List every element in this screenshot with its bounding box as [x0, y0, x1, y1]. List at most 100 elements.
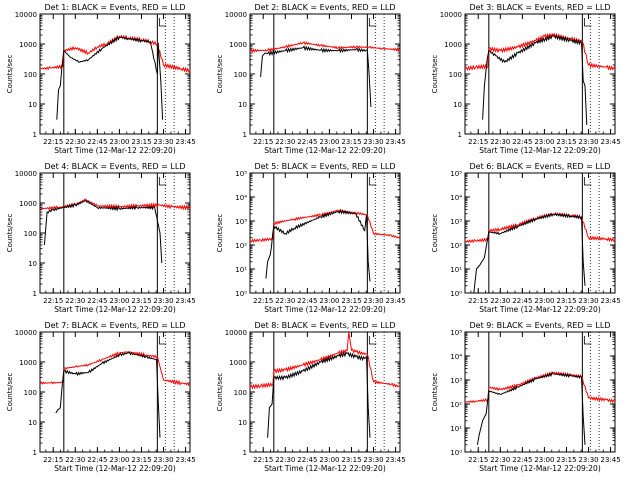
panel-title: Det 2: BLACK = Events, RED = LLD: [255, 3, 396, 12]
corner-bracket: [158, 336, 167, 345]
x-axis-label: Start Time (12-Mar-12 22:09:20): [264, 305, 386, 314]
detector-panel-6: Det 6: BLACK = Events, RED = LLD 10⁰ 10¹ 10…: [431, 162, 621, 314]
x-tick-label: 22:45: [512, 456, 532, 464]
y-tick-label: 1: [33, 131, 37, 139]
corner-bracket: [368, 177, 377, 186]
x-tick-label: 22:30: [65, 138, 85, 146]
detector-panel-8: Det 8: BLACK = Events, RED = LLD 1 10 100 10…: [216, 321, 406, 473]
x-tick-label: 23:15: [556, 138, 576, 146]
y-tick-label: 10²: [450, 401, 462, 409]
x-tick-label: 23:45: [600, 297, 620, 305]
y-tick-label: 10: [28, 260, 37, 268]
y-tick-label: 10⁵: [450, 329, 462, 337]
x-tick-label: 23:15: [341, 138, 361, 146]
y-tick-label: 10³: [235, 218, 247, 226]
plot-frame: [39, 13, 191, 135]
panel-title: Det 7: BLACK = Events, RED = LLD: [45, 321, 186, 330]
plot-frame: [464, 13, 616, 135]
y-tick-label: 100: [234, 389, 247, 397]
y-tick-label: 10000: [225, 329, 247, 337]
y-tick-label: 1000: [19, 359, 37, 367]
x-axis-label: Start Time (12-Mar-12 22:09:20): [479, 464, 601, 473]
x-tick-label: 23:00: [534, 297, 554, 305]
x-tick-label: 22:45: [87, 456, 107, 464]
x-tick-label: 23:00: [109, 297, 129, 305]
y-tick-label: 100: [24, 230, 37, 238]
events-series-line: [267, 351, 371, 438]
x-tick-label: 23:45: [175, 456, 195, 464]
x-tick-label: 23:30: [363, 456, 383, 464]
x-tick-label: 23:00: [319, 297, 339, 305]
plot-frame: [39, 331, 191, 453]
corner-bracket: [583, 336, 592, 345]
events-series-line: [260, 45, 372, 107]
events-series-line: [476, 372, 586, 445]
x-tick-label: 23:45: [175, 138, 195, 146]
y-axis-label: Counts/sec: [6, 55, 14, 94]
x-tick-label: 23:15: [341, 456, 361, 464]
y-axis-label: Counts/sec: [6, 214, 14, 253]
lld-series-line: [464, 32, 616, 71]
x-tick-label: 22:30: [65, 456, 85, 464]
x-axis-label: Start Time (12-Mar-12 22:09:20): [54, 305, 176, 314]
y-tick-label: 10²: [235, 242, 247, 250]
lld-series-line: [249, 208, 401, 243]
y-tick-label: 1000: [19, 200, 37, 208]
x-tick-label: 22:30: [490, 138, 510, 146]
x-tick-label: 23:00: [534, 138, 554, 146]
events-series-line: [265, 209, 371, 282]
x-tick-label: 23:30: [363, 297, 383, 305]
events-series-line: [55, 351, 161, 438]
y-tick-label: 10¹: [450, 425, 462, 433]
x-tick-label: 23:45: [385, 297, 405, 305]
y-tick-label: 1000: [229, 359, 247, 367]
corner-bracket: [583, 18, 592, 27]
y-tick-label: 100: [24, 71, 37, 79]
x-tick-label: 22:45: [297, 456, 317, 464]
y-tick-label: 10⁵: [450, 170, 462, 178]
y-tick-label: 10³: [450, 377, 462, 385]
x-tick-label: 22:45: [297, 297, 317, 305]
y-tick-label: 10000: [15, 170, 37, 178]
y-tick-label: 100: [24, 389, 37, 397]
plot-frame: [249, 172, 401, 294]
y-tick-label: 1: [33, 290, 37, 298]
detector-panel-3: Det 3: BLACK = Events, RED = LLD 1 10 100 10…: [431, 3, 621, 155]
corner-bracket: [368, 336, 377, 345]
y-axis-label: Counts/sec: [216, 373, 224, 412]
x-tick-label: 22:30: [490, 297, 510, 305]
y-tick-label: 10000: [440, 11, 462, 19]
x-tick-label: 22:15: [253, 456, 273, 464]
detector-panel-5: Det 5: BLACK = Events, RED = LLD 10⁰ 10¹ 10…: [216, 162, 406, 314]
x-tick-label: 23:30: [578, 297, 598, 305]
x-tick-label: 23:30: [578, 456, 598, 464]
events-series-line: [482, 34, 588, 126]
events-series-line: [43, 200, 163, 264]
x-axis-label: Start Time (12-Mar-12 22:09:20): [54, 464, 176, 473]
y-tick-label: 10: [453, 101, 462, 109]
x-tick-label: 23:00: [534, 456, 554, 464]
x-tick-label: 23:30: [153, 456, 173, 464]
y-tick-label: 100: [449, 71, 462, 79]
detector-panel-7: Det 7: BLACK = Events, RED = LLD 1 10 100 10…: [6, 321, 196, 473]
y-tick-label: 10: [238, 101, 247, 109]
y-tick-label: 10000: [225, 11, 247, 19]
y-tick-label: 10⁴: [450, 194, 462, 202]
panel-title: Det 5: BLACK = Events, RED = LLD: [255, 162, 396, 171]
plot-frame: [39, 172, 191, 294]
x-tick-label: 22:15: [468, 456, 488, 464]
x-tick-label: 22:15: [43, 297, 63, 305]
x-tick-label: 22:30: [65, 297, 85, 305]
x-tick-label: 22:30: [275, 138, 295, 146]
corner-bracket: [158, 177, 167, 186]
y-tick-label: 10⁴: [235, 194, 247, 202]
corner-bracket: [158, 18, 167, 27]
y-tick-label: 1: [458, 131, 462, 139]
lld-series-line: [249, 40, 401, 54]
x-tick-label: 22:15: [468, 138, 488, 146]
panel-title: Det 1: BLACK = Events, RED = LLD: [45, 3, 186, 12]
y-axis-label: Counts/sec: [216, 214, 224, 253]
x-tick-label: 22:30: [275, 456, 295, 464]
events-series-line: [56, 35, 164, 120]
